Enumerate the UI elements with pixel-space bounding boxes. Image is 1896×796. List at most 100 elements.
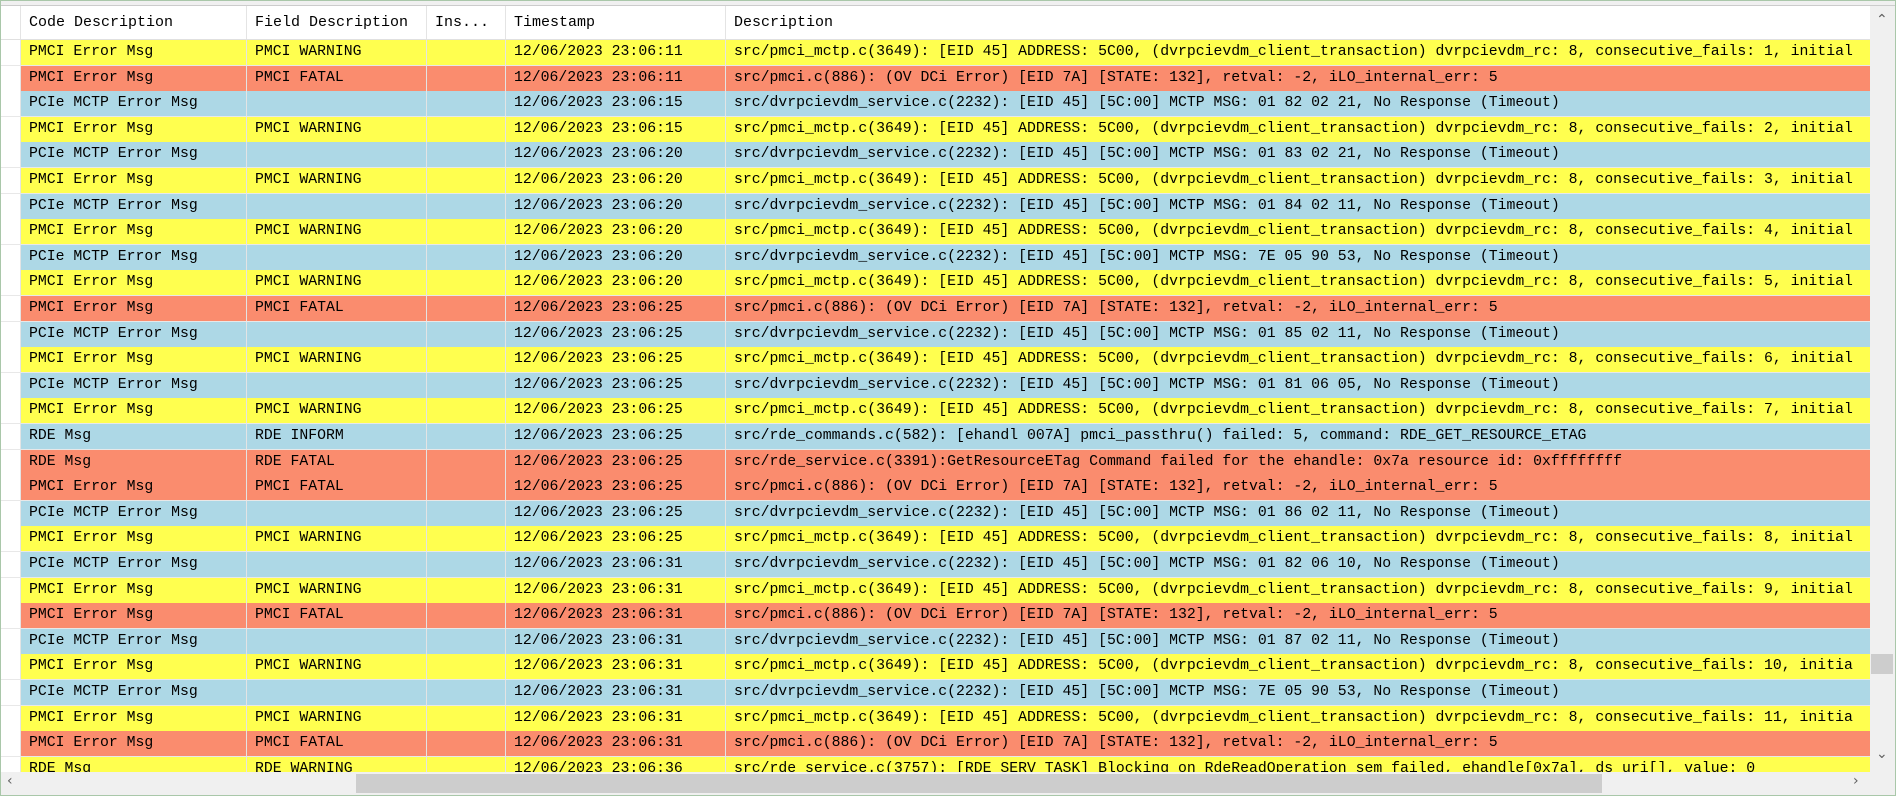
row-header[interactable] — [1, 270, 21, 296]
field-description-cell — [247, 244, 427, 270]
chevron-left-icon[interactable]: ‹ — [7, 773, 13, 789]
row-header[interactable] — [1, 219, 21, 245]
table-row[interactable]: RDE Msg RDE WARNING 12/06/2023 23:06:36 src… — [1, 756, 1870, 772]
vertical-scroll-thumb[interactable] — [1871, 654, 1893, 674]
row-header[interactable] — [1, 142, 21, 168]
row-header[interactable] — [1, 347, 21, 373]
table-row[interactable]: PCIe MCTP Error Msg 12/06/2023 23:06:31 sr… — [1, 680, 1870, 706]
row-header[interactable] — [1, 321, 21, 347]
table-row[interactable]: PMCI Error Msg PMCI FATAL 12/06/2023 23:06… — [1, 475, 1870, 502]
field-description-cell: PMCI WARNING — [247, 398, 427, 424]
row-header[interactable] — [1, 680, 21, 705]
code-description-cell: PMCI Error Msg — [21, 731, 247, 757]
table-row[interactable]: PCIe MCTP Error Msg 12/06/2023 23:06:20 sr… — [1, 244, 1870, 271]
table-row[interactable]: PCIe MCTP Error Msg 12/06/2023 23:06:20 sr… — [1, 142, 1870, 169]
code-description-cell: PMCI Error Msg — [21, 475, 247, 501]
timestamp-cell: 12/06/2023 23:06:20 — [506, 244, 726, 270]
table-row[interactable]: PMCI Error Msg PMCI WARNING 12/06/2023 23:… — [1, 398, 1870, 425]
code-description-cell: RDE Msg — [21, 449, 247, 475]
row-header[interactable] — [1, 577, 21, 603]
row-header[interactable] — [1, 628, 21, 654]
chevron-up-icon[interactable]: ⌃ — [1876, 12, 1888, 28]
row-header[interactable] — [1, 116, 21, 142]
row-header[interactable] — [1, 40, 21, 65]
row-header[interactable] — [1, 552, 21, 577]
row-header[interactable] — [1, 526, 21, 552]
table-row[interactable]: PCIe MCTP Error Msg 12/06/2023 23:06:25 sr… — [1, 500, 1870, 527]
row-header[interactable] — [1, 372, 21, 398]
row-header[interactable] — [1, 193, 21, 219]
table-row[interactable]: RDE Msg RDE INFORM 12/06/2023 23:06:25 src/… — [1, 424, 1870, 450]
table-row[interactable]: PMCI Error Msg PMCI FATAL 12/06/2023 23:06… — [1, 65, 1870, 92]
table-row[interactable]: RDE Msg RDE FATAL 12/06/2023 23:06:25 src/r… — [1, 449, 1870, 476]
table-row[interactable]: PMCI Error Msg PMCI WARNING 12/06/2023 23:… — [1, 116, 1870, 143]
table-row[interactable]: PMCI Error Msg PMCI WARNING 12/06/2023 23:… — [1, 219, 1870, 246]
row-header[interactable] — [1, 424, 21, 449]
timestamp-cell: 12/06/2023 23:06:31 — [506, 680, 726, 705]
table-row[interactable]: PMCI Error Msg PMCI WARNING 12/06/2023 23:… — [1, 347, 1870, 374]
vertical-scrollbar[interactable]: ⌃ ⌄ — [1870, 6, 1895, 772]
row-header[interactable] — [1, 244, 21, 270]
row-header[interactable] — [1, 168, 21, 193]
table-row[interactable]: PCIe MCTP Error Msg 12/06/2023 23:06:25 sr… — [1, 372, 1870, 399]
field-description-cell: RDE WARNING — [247, 756, 427, 772]
field-description-cell — [247, 321, 427, 347]
horizontal-scroll-thumb[interactable] — [356, 774, 1602, 793]
row-header[interactable] — [1, 756, 21, 772]
instance-cell — [427, 321, 506, 347]
field-description-cell: PMCI WARNING — [247, 347, 427, 373]
table-row[interactable]: PMCI Error Msg PMCI FATAL 12/06/2023 23:06… — [1, 603, 1870, 630]
description-cell: src/dvrpcievdm_service.c(2232): [EID 45]… — [726, 142, 1870, 168]
row-header[interactable] — [1, 603, 21, 629]
table-row[interactable]: PMCI Error Msg PMCI WARNING 12/06/2023 23:… — [1, 40, 1870, 66]
description-cell: src/pmci_mctp.c(3649): [EID 45] ADDRESS:… — [726, 347, 1870, 373]
table-row[interactable]: PMCI Error Msg PMCI WARNING 12/06/2023 23:… — [1, 577, 1870, 604]
description-cell: src/pmci.c(886): (OV DCi Error) [EID 7A]… — [726, 731, 1870, 757]
description-cell: src/pmci_mctp.c(3649): [EID 45] ADDRESS:… — [726, 270, 1870, 296]
table-row[interactable]: PMCI Error Msg PMCI WARNING 12/06/2023 23:… — [1, 705, 1870, 732]
instance-cell — [427, 424, 506, 449]
row-header[interactable] — [1, 91, 21, 117]
timestamp-cell: 12/06/2023 23:06:25 — [506, 296, 726, 321]
table-row[interactable]: PMCI Error Msg PMCI WARNING 12/06/2023 23:… — [1, 654, 1870, 681]
column-header-code-description[interactable]: Code Description — [21, 6, 247, 39]
horizontal-scrollbar[interactable]: ‹ › — [1, 772, 1895, 795]
table-row[interactable]: PCIe MCTP Error Msg 12/06/2023 23:06:31 sr… — [1, 552, 1870, 578]
row-header[interactable] — [1, 449, 21, 475]
field-description-cell — [247, 142, 427, 168]
table-row[interactable]: PMCI Error Msg PMCI FATAL 12/06/2023 23:06… — [1, 731, 1870, 758]
field-description-cell: PMCI WARNING — [247, 705, 427, 731]
timestamp-cell: 12/06/2023 23:06:25 — [506, 398, 726, 424]
table-row[interactable]: PMCI Error Msg PMCI WARNING 12/06/2023 23:… — [1, 270, 1870, 297]
table-row[interactable]: PMCI Error Msg PMCI WARNING 12/06/2023 23:… — [1, 168, 1870, 194]
row-header[interactable] — [1, 65, 21, 91]
row-header[interactable] — [1, 296, 21, 321]
chevron-down-icon[interactable]: ⌄ — [1876, 746, 1888, 762]
table-row[interactable]: PCIe MCTP Error Msg 12/06/2023 23:06:31 sr… — [1, 628, 1870, 655]
row-header[interactable] — [1, 654, 21, 680]
header-row: Code Description Field Description Ins..… — [1, 6, 1870, 40]
row-header[interactable] — [1, 475, 21, 501]
instance-cell — [427, 270, 506, 296]
chevron-right-icon[interactable]: › — [1853, 773, 1859, 789]
column-header-description[interactable]: Description — [734, 14, 834, 31]
row-header[interactable] — [1, 731, 21, 757]
row-header[interactable] — [1, 398, 21, 424]
code-description-cell: RDE Msg — [21, 424, 247, 449]
description-cell: src/dvrpcievdm_service.c(2232): [EID 45]… — [726, 372, 1870, 398]
column-header-timestamp[interactable]: Timestamp — [506, 6, 726, 39]
field-description-cell: PMCI WARNING — [247, 577, 427, 603]
table-row[interactable]: PMCI Error Msg PMCI WARNING 12/06/2023 23:… — [1, 526, 1870, 553]
table-row[interactable]: PCIe MCTP Error Msg 12/06/2023 23:06:25 sr… — [1, 321, 1870, 348]
description-cell: src/dvrpcievdm_service.c(2232): [EID 45]… — [726, 91, 1870, 117]
field-description-cell: PMCI WARNING — [247, 40, 427, 65]
row-header[interactable] — [1, 500, 21, 526]
table-row[interactable]: PCIe MCTP Error Msg 12/06/2023 23:06:20 sr… — [1, 193, 1870, 220]
column-header-field-description[interactable]: Field Description — [247, 6, 427, 39]
row-header[interactable] — [1, 705, 21, 731]
table-row[interactable]: PCIe MCTP Error Msg 12/06/2023 23:06:15 sr… — [1, 91, 1870, 118]
column-header-instance[interactable]: Ins... — [427, 6, 506, 39]
code-description-cell: RDE Msg — [21, 756, 247, 772]
table-row[interactable]: PMCI Error Msg PMCI FATAL 12/06/2023 23:06… — [1, 296, 1870, 322]
timestamp-cell: 12/06/2023 23:06:31 — [506, 628, 726, 654]
